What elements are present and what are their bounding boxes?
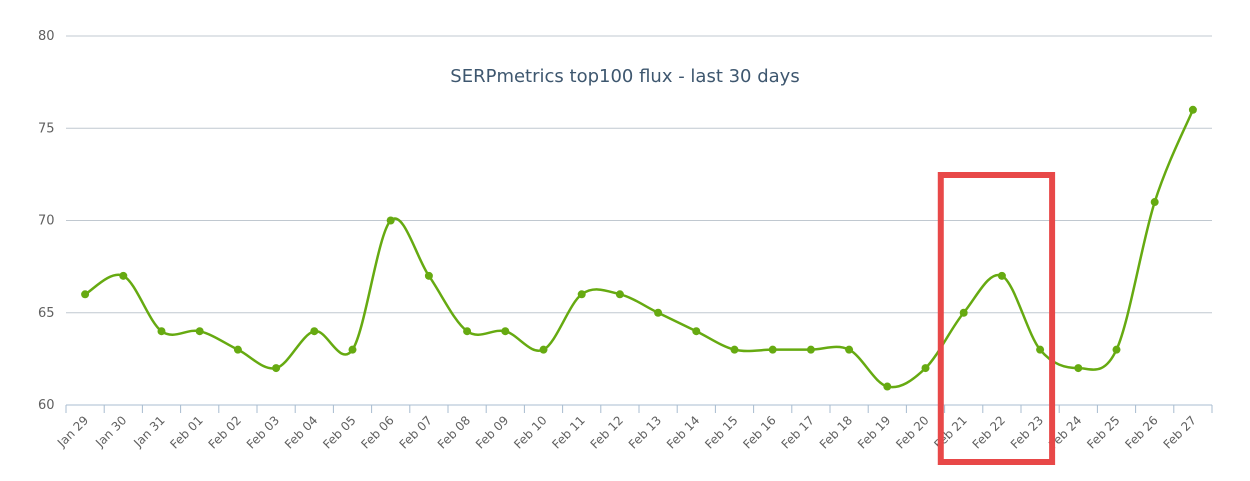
data-point[interactable] (615, 290, 624, 299)
x-tick-label: Feb 20 (893, 413, 931, 451)
x-tick-label: Feb 19 (855, 413, 893, 451)
highlight-box (937, 172, 1056, 465)
x-tick-label: Feb 22 (970, 413, 1008, 451)
data-point[interactable] (1074, 364, 1083, 373)
data-point[interactable] (81, 290, 90, 299)
x-tick-label: Feb 14 (664, 413, 702, 451)
x-tick-label: Feb 06 (358, 413, 396, 451)
x-tick-label: Feb 26 (1122, 413, 1160, 451)
x-tick-label: Feb 05 (320, 413, 358, 451)
x-tick-label: Feb 09 (473, 413, 511, 451)
data-point[interactable] (1036, 345, 1045, 354)
series-line (84, 109, 1195, 389)
data-point[interactable] (539, 345, 548, 354)
data-point[interactable] (195, 327, 204, 336)
data-point[interactable] (997, 271, 1006, 280)
x-tick-label: Feb 01 (167, 413, 205, 451)
x-tick-label: Feb 18 (817, 413, 855, 451)
data-point[interactable] (921, 364, 930, 373)
data-point[interactable] (348, 345, 357, 354)
data-point[interactable] (730, 345, 739, 354)
data-point[interactable] (272, 364, 281, 373)
data-point[interactable] (1112, 345, 1121, 354)
y-tick-label: 80 (38, 29, 55, 44)
series-layer (81, 105, 1197, 391)
data-point[interactable] (424, 271, 433, 280)
data-point[interactable] (157, 327, 166, 336)
y-tick-label: 70 (38, 214, 55, 229)
x-tick-label: Feb 03 (244, 413, 282, 451)
x-tick-label: Feb 25 (1084, 413, 1122, 451)
data-point[interactable] (119, 271, 128, 280)
data-point[interactable] (577, 290, 586, 299)
x-tick-label: Feb 13 (626, 413, 664, 451)
y-tick-label: 65 (38, 306, 55, 321)
x-tick-label: Feb 11 (549, 413, 587, 451)
data-point[interactable] (501, 327, 510, 336)
data-point[interactable] (233, 345, 242, 354)
annotation-layer (937, 172, 1056, 465)
y-tick-label: 75 (38, 121, 55, 136)
data-point[interactable] (654, 308, 663, 317)
data-point[interactable] (310, 327, 319, 336)
x-tick-label: Feb 10 (511, 413, 549, 451)
x-tick-label: Jan 31 (130, 413, 167, 450)
data-point[interactable] (1150, 198, 1159, 207)
x-tick-label: Feb 07 (397, 413, 435, 451)
y-axis: 60 65 70 75 80 (38, 29, 55, 413)
data-point[interactable] (806, 345, 815, 354)
grid-layer (66, 35, 1212, 314)
x-tick-label: Feb 21 (931, 413, 969, 451)
x-tick-label: Feb 16 (740, 413, 778, 451)
data-point[interactable] (386, 216, 395, 225)
y-tick-label: 60 (38, 398, 55, 413)
x-tick-label: Feb 12 (588, 413, 626, 451)
x-tick-label: Feb 15 (702, 413, 740, 451)
x-axis: Jan 29 Jan 30 Jan 31 Feb 01 Feb 02 Feb 03 Feb … (54, 404, 1213, 452)
data-point[interactable] (959, 308, 968, 317)
x-tick-label: Feb 17 (779, 413, 817, 451)
data-point[interactable] (845, 345, 854, 354)
x-tick-label: Feb 27 (1161, 413, 1199, 451)
chart-title: SERPmetrics top100 flux - last 30 days (450, 66, 799, 87)
x-tick-label: Feb 02 (206, 413, 244, 451)
data-point[interactable] (463, 327, 472, 336)
x-tick-label: Feb 23 (1008, 413, 1046, 451)
x-tick-label: Feb 08 (435, 413, 473, 451)
x-tick-label: Jan 30 (92, 413, 129, 450)
data-point[interactable] (883, 382, 892, 391)
x-tick-label: Feb 04 (282, 413, 320, 451)
data-point[interactable] (768, 345, 777, 354)
data-point[interactable] (1188, 105, 1197, 114)
x-tick-label: Jan 29 (54, 413, 91, 450)
data-point[interactable] (692, 327, 701, 336)
